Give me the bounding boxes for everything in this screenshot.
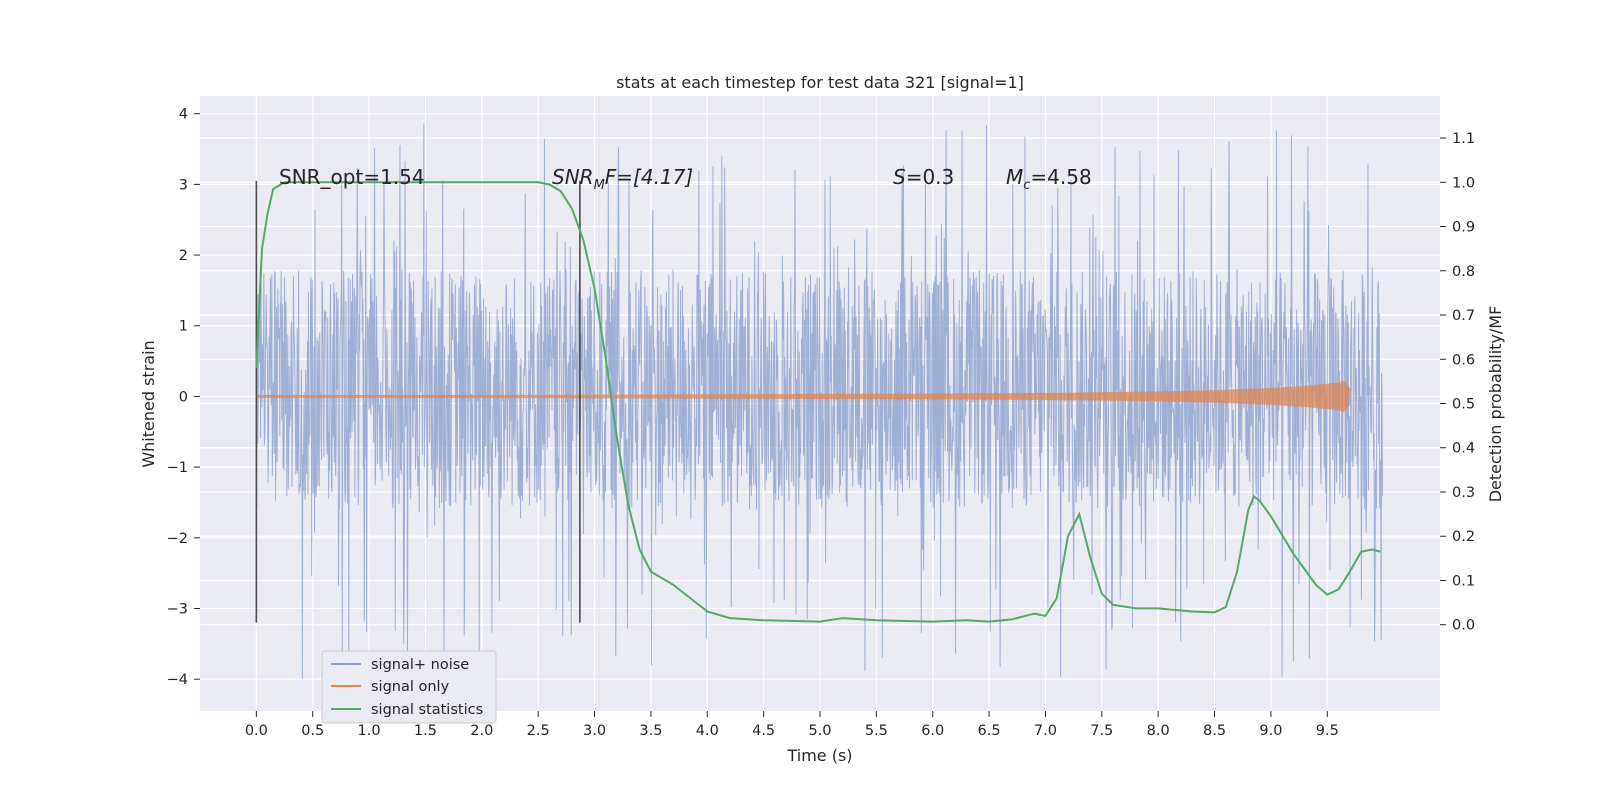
chart-title: stats at each timestep for test data 321… xyxy=(616,73,1024,92)
signal-statistics-line xyxy=(255,181,1381,623)
y-left-tick-label: 1 xyxy=(179,319,188,335)
x-tick-label: 8.5 xyxy=(1203,723,1226,739)
y-right-tick-label: 1.1 xyxy=(1452,131,1475,147)
y-right-tick-label: 0.9 xyxy=(1452,220,1475,236)
y-right-tick-label: 0.8 xyxy=(1452,264,1475,280)
signal-only-trace xyxy=(255,381,1351,412)
x-tick-label: 0.0 xyxy=(245,723,268,739)
x-tick-label: 2.5 xyxy=(527,723,550,739)
x-tick-label: 3.5 xyxy=(639,723,662,739)
series-signal-only xyxy=(255,381,1351,412)
legend-label-signal-plus-noise: signal+ noise xyxy=(371,657,469,673)
x-axis-ticks: 0.0 0.5 1.0 1.5 2.0 2.5 3.0 3.5 4.0 4.5 5.0 5.5 6.0 6… xyxy=(245,711,1339,739)
annotation-snr-opt: SNR_opt=1.54 xyxy=(279,165,425,189)
x-tick-label: 5.5 xyxy=(865,723,888,739)
y-right-axis-label: Detection probability/MF xyxy=(1486,306,1505,503)
y-left-tick-label: 0 xyxy=(179,389,188,405)
vertical-markers xyxy=(255,180,581,623)
x-tick-label: 6.0 xyxy=(921,723,944,739)
y-right-tick-label: 0.5 xyxy=(1452,397,1475,413)
x-tick-label: 6.5 xyxy=(978,723,1001,739)
x-tick-label: 0.5 xyxy=(301,723,324,739)
legend-label-signal-only: signal only xyxy=(371,679,450,695)
y-right-tick-label: 0.7 xyxy=(1452,308,1475,324)
y-right-tick-label: 0.6 xyxy=(1452,352,1475,368)
legend-box xyxy=(321,650,497,724)
y-right-tick-label: 0.1 xyxy=(1452,573,1475,589)
annotations: SNR_opt=1.54 SNRMF=[4.17] S=0.3 Mc=4.58 xyxy=(279,165,1092,193)
y-right-tick-label: 0.3 xyxy=(1452,485,1475,501)
x-tick-label: 2.0 xyxy=(470,723,493,739)
x-axis-label: Time (s) xyxy=(786,746,852,765)
x-tick-label: 8.0 xyxy=(1147,723,1170,739)
y-left-tick-label: 2 xyxy=(179,248,188,264)
y-left-axis-label: Whitened strain xyxy=(139,340,158,467)
x-tick-label: 4.0 xyxy=(696,723,719,739)
y-right-tick-label: 0.0 xyxy=(1452,618,1475,634)
x-tick-label: 9.5 xyxy=(1316,723,1339,739)
x-tick-label: 1.5 xyxy=(414,723,437,739)
x-tick-label: 5.0 xyxy=(808,723,831,739)
y-left-axis-ticks: 4 3 2 1 0 −1 −2 −3 −4 xyxy=(167,107,200,688)
y-left-tick-label: 4 xyxy=(179,107,188,123)
y-left-tick-label: −4 xyxy=(167,672,188,688)
x-tick-label: 3.0 xyxy=(583,723,606,739)
y-left-tick-label: −1 xyxy=(167,460,188,476)
y-right-tick-label: 1.0 xyxy=(1452,175,1475,191)
annotation-mc: Mc=4.58 xyxy=(1006,165,1092,193)
y-left-tick-label: −3 xyxy=(167,602,188,618)
x-tick-label: 7.0 xyxy=(1034,723,1057,739)
legend: signal+ noise signal only signal statist… xyxy=(321,650,497,724)
y-right-axis-ticks: 1.1 1.0 0.9 0.8 0.7 0.6 0.5 0.4 0.3 0.2 0.1 0.0 xyxy=(1440,131,1475,634)
x-tick-label: 7.5 xyxy=(1090,723,1113,739)
legend-label-signal-statistics: signal statistics xyxy=(371,702,483,718)
y-right-tick-label: 0.4 xyxy=(1452,441,1475,457)
x-tick-label: 4.5 xyxy=(752,723,775,739)
y-right-tick-label: 0.2 xyxy=(1452,529,1475,545)
y-left-tick-label: 3 xyxy=(179,177,188,193)
x-tick-label: 1.0 xyxy=(358,723,381,739)
y-left-tick-label: −2 xyxy=(167,531,188,547)
series-signal-statistics xyxy=(255,181,1381,623)
annotation-s: S=0.3 xyxy=(893,165,954,189)
x-tick-label: 9.0 xyxy=(1259,723,1282,739)
annotation-snr-mf: SNRMF=[4.17] xyxy=(552,165,693,193)
